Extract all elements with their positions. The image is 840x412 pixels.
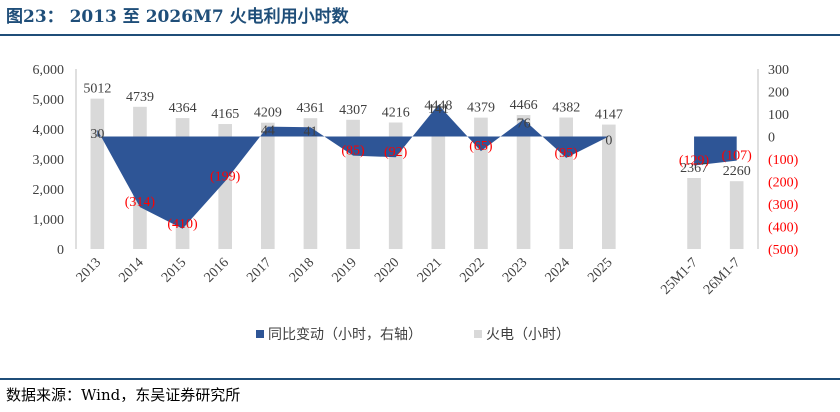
area-value-label: (107) [722, 149, 753, 164]
bar [90, 98, 105, 249]
right-tick-label: (400) [768, 221, 799, 236]
x-tick-label: 2017 [244, 255, 274, 285]
legend-swatch-bars [474, 330, 482, 338]
legend: 同比变动（小时，右轴） 火电（小时） [256, 327, 570, 343]
right-tick-label: 100 [768, 108, 789, 123]
bar-value-label: 4739 [126, 90, 154, 105]
right-tick-label: (200) [768, 176, 799, 191]
area-value-label: (65) [469, 139, 493, 154]
left-tick-label: 2,000 [33, 183, 65, 198]
area-value-label: 76 [517, 116, 531, 131]
x-tick-label: 2015 [159, 255, 189, 285]
x-tick-label: 25M1-7 [658, 255, 701, 298]
right-tick-label: (300) [768, 198, 799, 213]
bar-value-label: 4382 [552, 101, 580, 116]
bar-value-label: 4466 [510, 98, 538, 113]
area-fill [97, 104, 609, 229]
x-tick-label: 2013 [74, 255, 104, 285]
x-tick-label: 2016 [202, 255, 232, 285]
bar-labels: 5012 4739 4364 4165 4209 4361 4307 4216 4448 4379… [83, 82, 750, 180]
left-tick-label: 4,000 [33, 123, 65, 138]
bar [474, 117, 488, 249]
area-fill [694, 136, 737, 166]
x-tick-label: 2024 [543, 255, 573, 285]
x-tick-label: 26M1-7 [701, 255, 744, 298]
right-tick-label: (100) [768, 153, 799, 168]
bar [303, 118, 318, 249]
bar [687, 177, 701, 249]
area-series [97, 104, 737, 229]
x-tick-label: 2018 [287, 255, 317, 285]
left-tick-label: 0 [57, 243, 64, 258]
area-value-label: (129) [679, 154, 710, 169]
bar-value-label: 4307 [339, 103, 367, 118]
bar-value-label: 2367 [680, 161, 708, 176]
x-tick-label: 2014 [116, 255, 146, 285]
source-rule [0, 378, 840, 380]
title-rule [0, 34, 840, 36]
right-tick-label: 300 [768, 63, 789, 78]
x-tick-label: 2019 [329, 255, 359, 285]
legend-swatch-area [256, 330, 264, 338]
area-labels: 30 (314) (410) (199) 44 41 (85) (92) 141 (65) 76 (9… [90, 102, 752, 232]
bar-value-label: 4448 [424, 99, 452, 114]
chart: 0 1,000 2,000 3,000 4,000 5,000 6,000 (500) (40… [33, 63, 799, 343]
area-value-label: 141 [428, 102, 449, 117]
bar-value-label: 2260 [723, 164, 751, 179]
x-tick-label: 2023 [500, 255, 530, 285]
bar-value-label: 4379 [467, 101, 495, 116]
left-tick-label: 6,000 [33, 63, 65, 78]
left-tick-label: 3,000 [33, 153, 65, 168]
chart-title: 图23： 2013 至 2026M7 火电利用小时数 [6, 7, 349, 27]
x-tick-label: 2022 [457, 255, 487, 285]
bar-value-label: 5012 [83, 82, 111, 97]
left-axis: 0 1,000 2,000 3,000 4,000 5,000 6,000 [33, 63, 77, 258]
bar [431, 115, 446, 249]
bar [601, 124, 616, 249]
source-note: 数据来源：Wind，东吴证券研究所 [6, 386, 241, 404]
area-value-label: 41 [303, 124, 317, 139]
x-tick-label: 2020 [372, 255, 402, 285]
x-tick-label: 2021 [415, 255, 445, 285]
area-value-label: 30 [90, 127, 104, 142]
right-tick-label: (500) [768, 243, 799, 258]
right-tick-label: 200 [768, 86, 789, 101]
left-tick-label: 1,000 [33, 213, 65, 228]
bar-value-label: 4364 [169, 101, 197, 116]
right-axis: (500) (400) (300) (200) (100) 0 100 200 300 [757, 63, 799, 258]
bar-value-label: 4147 [595, 108, 623, 123]
area-value-label: (95) [555, 146, 579, 161]
x-tick-label: 2025 [585, 255, 615, 285]
area-value-label: (314) [125, 195, 156, 210]
legend-label-bars: 火电（小时） [486, 327, 570, 343]
area-value-label: 0 [605, 134, 612, 149]
bar-value-label: 4361 [296, 101, 324, 116]
area-value-label: (199) [210, 169, 241, 184]
bar [516, 115, 531, 250]
legend-label-area: 同比变动（小时，右轴） [268, 327, 422, 343]
x-axis: 2013 2014 2015 2016 2017 2018 2019 2020 2021 2022… [74, 255, 744, 298]
bar [260, 122, 275, 249]
area-value-label: (85) [341, 144, 365, 159]
left-tick-label: 5,000 [33, 93, 65, 108]
bar-value-label: 4216 [382, 106, 410, 121]
bar [729, 181, 744, 249]
bar-value-label: 4165 [211, 107, 239, 122]
area-value-label: (92) [384, 145, 408, 160]
area-value-label: (410) [167, 217, 198, 232]
area-value-label: 44 [261, 124, 275, 139]
bar-value-label: 4209 [254, 106, 282, 121]
right-tick-label: 0 [768, 131, 775, 146]
